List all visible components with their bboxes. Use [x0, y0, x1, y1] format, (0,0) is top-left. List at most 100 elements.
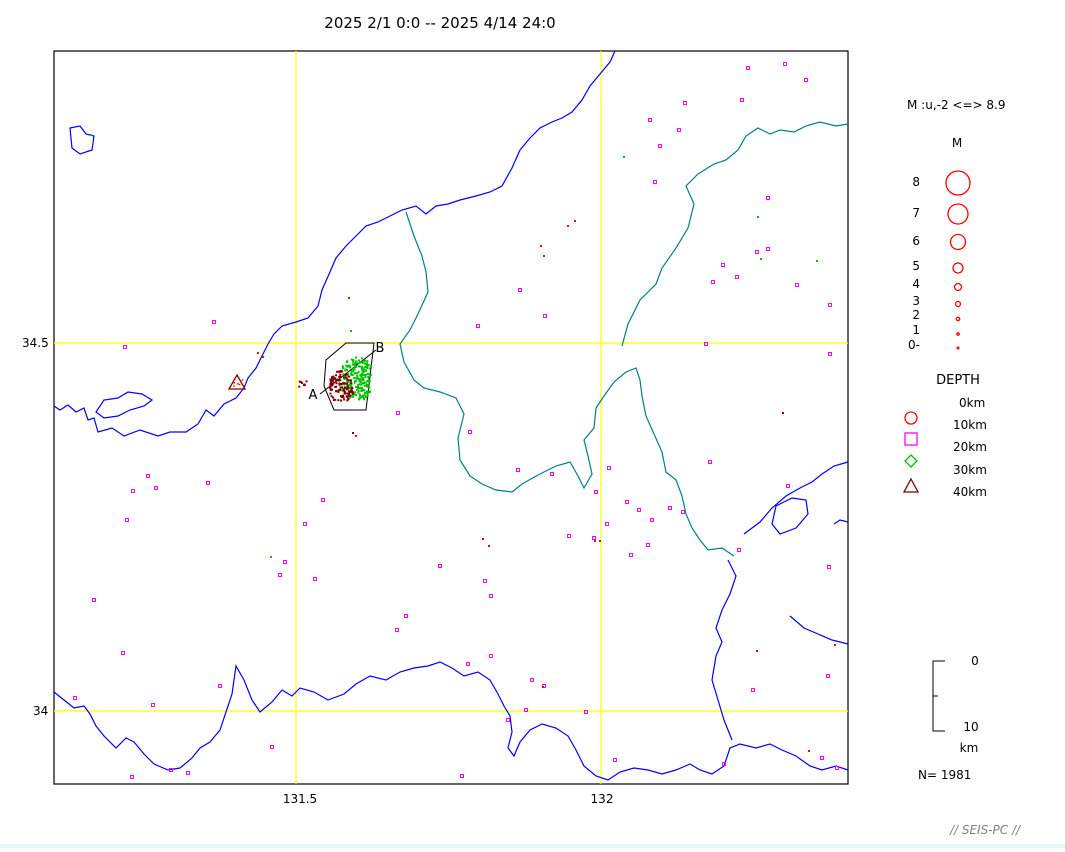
- event-marker: [313, 577, 317, 581]
- event-marker: [530, 678, 534, 682]
- event-marker: [592, 536, 596, 540]
- event-marker: [766, 196, 770, 200]
- event-marker: [337, 389, 340, 392]
- magnitude-label-1: 1: [912, 323, 920, 337]
- event-marker: [338, 383, 341, 386]
- event-marker: [358, 379, 361, 382]
- event-marker: [363, 398, 366, 401]
- event-marker: [359, 380, 362, 383]
- event-marker: [300, 381, 303, 384]
- event-marker: [353, 368, 356, 371]
- event-marker: [364, 374, 367, 377]
- depth-scale-unit-label: km: [960, 741, 979, 755]
- event-marker: [605, 522, 609, 526]
- depth-scale-bottom-label: 10: [963, 720, 978, 734]
- depth-symbol-diamond-icon: [904, 454, 918, 468]
- event-marker: [354, 391, 357, 394]
- event-marker: [350, 385, 353, 388]
- event-marker: [361, 361, 364, 364]
- event-marker: [364, 369, 367, 372]
- seis-pc-footer: // SEIS-PC //: [949, 823, 1022, 837]
- event-marker: [828, 352, 832, 356]
- event-marker: [766, 247, 770, 251]
- event-marker: [358, 393, 361, 396]
- event-markers: [73, 62, 839, 779]
- event-marker: [506, 718, 510, 722]
- event-marker: [358, 398, 361, 401]
- event-marker: [341, 370, 344, 373]
- event-marker: [834, 644, 836, 646]
- event-marker: [365, 362, 368, 365]
- event-marker: [346, 399, 349, 402]
- event-marker: [357, 365, 360, 368]
- event-marker: [460, 774, 464, 778]
- event-marker: [73, 696, 77, 700]
- event-marker: [350, 382, 353, 385]
- event-marker: [303, 383, 306, 386]
- event-marker: [362, 367, 365, 370]
- event-marker: [233, 385, 235, 387]
- event-marker: [599, 540, 601, 542]
- event-marker: [151, 703, 155, 707]
- event-marker: [489, 654, 493, 658]
- event-marker: [543, 255, 545, 257]
- event-marker: [346, 365, 349, 368]
- depth-label-30km: 30km: [953, 463, 987, 477]
- event-marker: [362, 360, 365, 363]
- event-marker: [363, 394, 366, 397]
- event-marker: [364, 396, 367, 399]
- event-marker: [338, 388, 341, 391]
- event-marker: [543, 314, 547, 318]
- event-marker: [352, 391, 355, 394]
- event-marker: [476, 324, 480, 328]
- event-marker: [584, 710, 588, 714]
- event-marker: [262, 356, 264, 358]
- event-marker: [354, 377, 357, 380]
- event-marker: [368, 367, 371, 370]
- event-marker: [123, 345, 127, 349]
- event-marker: [329, 385, 332, 388]
- event-marker: [330, 379, 333, 382]
- event-marker: [352, 369, 355, 372]
- event-marker: [146, 474, 150, 478]
- event-marker: [355, 386, 358, 389]
- event-marker: [330, 388, 333, 391]
- event-marker: [328, 386, 331, 389]
- magnitude-label-4: 4: [912, 277, 920, 291]
- event-marker: [755, 250, 759, 254]
- event-marker: [283, 560, 287, 564]
- event-marker: [347, 365, 350, 368]
- section-label-b: B: [376, 341, 385, 356]
- event-marker: [351, 393, 354, 396]
- event-marker: [363, 369, 366, 372]
- event-marker: [131, 489, 135, 493]
- event-marker: [345, 376, 348, 379]
- event-marker: [349, 378, 352, 381]
- event-marker: [489, 594, 493, 598]
- event-marker: [760, 258, 762, 260]
- event-marker: [338, 371, 341, 374]
- event-marker: [795, 283, 799, 287]
- event-marker: [367, 385, 370, 388]
- bottom-band: [0, 844, 1065, 848]
- event-marker: [366, 365, 369, 368]
- event-marker: [607, 466, 611, 470]
- event-marker: [121, 651, 125, 655]
- event-marker: [349, 396, 352, 399]
- event-marker: [395, 628, 399, 632]
- event-marker: [344, 387, 347, 390]
- event-marker: [339, 386, 342, 389]
- event-marker: [361, 374, 364, 377]
- magnitude-circle-1: [956, 332, 960, 336]
- event-marker: [835, 766, 839, 770]
- event-marker: [342, 366, 345, 369]
- event-marker: [368, 372, 371, 375]
- lon-tick-label-131-5: 131.5: [283, 792, 317, 806]
- event-marker: [357, 359, 360, 362]
- magnitude-circle-5: [952, 262, 964, 274]
- event-marker: [343, 382, 346, 385]
- magnitude-circle-7: [947, 203, 969, 225]
- event-marker: [332, 375, 335, 378]
- event-marker: [339, 373, 342, 376]
- event-marker: [756, 650, 758, 652]
